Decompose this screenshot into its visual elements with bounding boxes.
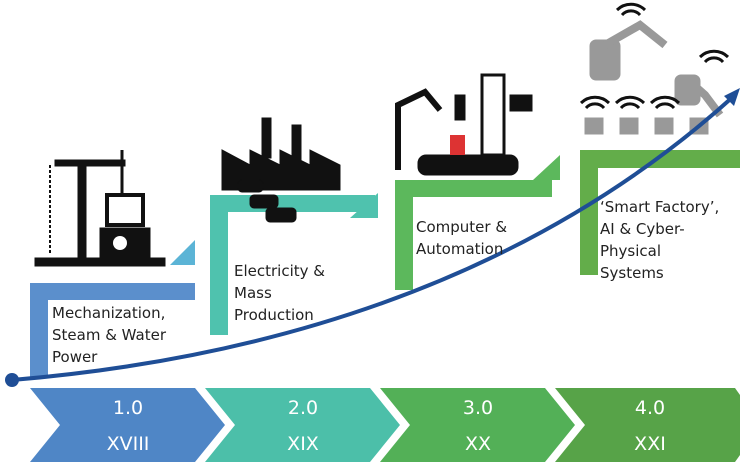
stage-description: Physical <box>600 242 661 260</box>
stage-version: 1.0 <box>113 397 143 419</box>
stage-version: 4.0 <box>635 397 665 419</box>
stage-description: Mechanization, <box>52 304 165 322</box>
stage-version: 2.0 <box>288 397 318 419</box>
stage-description: Steam & Water <box>52 326 167 344</box>
stage-description: AI & Cyber- <box>600 220 685 238</box>
stage-description: Automation <box>416 240 503 258</box>
stage-description: ‘Smart Factory’, <box>600 198 719 216</box>
stage-century: XVIII <box>107 433 150 455</box>
stage-description: Systems <box>600 264 664 282</box>
stage-description: Production <box>234 306 314 324</box>
smart-factory-icon <box>581 4 728 134</box>
industry-evolution-diagram: Mechanization, Steam & Water Power 1.0 XVIII… <box>0 0 740 462</box>
stage-century: XX <box>465 433 491 455</box>
step-1-corner <box>170 240 195 265</box>
step-3-corner <box>533 155 560 180</box>
stage-description: Mass <box>234 284 272 302</box>
stage-century: XXI <box>634 433 666 455</box>
stage-description: Electricity & <box>234 262 325 280</box>
stage-century: XIX <box>287 433 319 455</box>
stage-description: Power <box>52 348 98 366</box>
steam-engine-icon <box>35 150 165 266</box>
curve-start <box>5 373 19 387</box>
stage-version: 3.0 <box>463 397 493 419</box>
stage-description: Computer & <box>416 218 507 236</box>
automation-icon <box>398 75 532 175</box>
